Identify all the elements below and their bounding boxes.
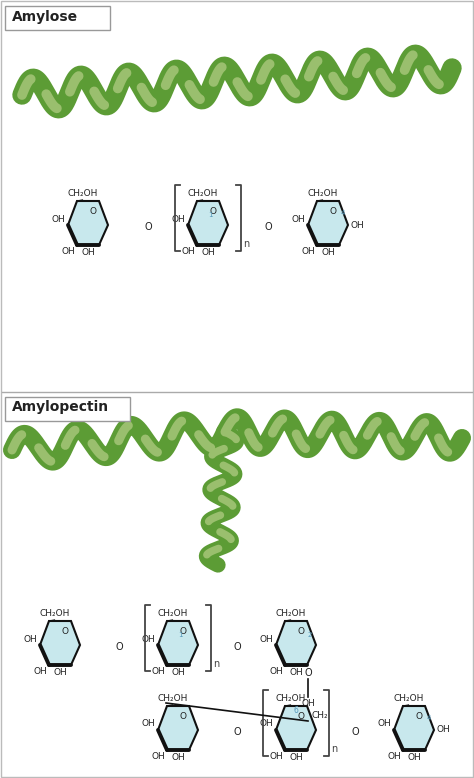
FancyBboxPatch shape bbox=[5, 397, 130, 421]
Text: CH₂OH: CH₂OH bbox=[157, 609, 188, 618]
Text: 4: 4 bbox=[427, 716, 431, 721]
Text: n: n bbox=[331, 744, 337, 754]
Text: O: O bbox=[298, 713, 304, 721]
Text: 4: 4 bbox=[341, 210, 345, 216]
Polygon shape bbox=[394, 706, 434, 750]
Text: OH: OH bbox=[151, 667, 165, 676]
Text: CH₂OH: CH₂OH bbox=[393, 694, 424, 703]
Text: OH: OH bbox=[33, 667, 47, 676]
Text: OH: OH bbox=[151, 752, 165, 761]
Text: O: O bbox=[90, 207, 97, 216]
Text: OH: OH bbox=[321, 248, 335, 257]
Text: CH₂: CH₂ bbox=[312, 710, 328, 720]
Text: OH: OH bbox=[53, 668, 67, 677]
Text: OH: OH bbox=[259, 720, 273, 728]
Text: OH: OH bbox=[171, 215, 185, 223]
Text: OH: OH bbox=[351, 220, 365, 230]
Text: O: O bbox=[115, 642, 123, 652]
Text: CH₂OH: CH₂OH bbox=[187, 189, 218, 198]
Text: OH: OH bbox=[201, 248, 215, 257]
Text: 6: 6 bbox=[293, 706, 298, 715]
Polygon shape bbox=[276, 706, 316, 750]
Text: O: O bbox=[416, 713, 422, 721]
Text: OH: OH bbox=[387, 752, 401, 761]
Text: OH: OH bbox=[407, 753, 421, 762]
Text: OH: OH bbox=[171, 753, 185, 762]
Text: OH: OH bbox=[81, 248, 95, 257]
Text: OH: OH bbox=[437, 726, 451, 734]
Text: O: O bbox=[180, 713, 186, 721]
Polygon shape bbox=[68, 201, 108, 245]
Text: OH: OH bbox=[377, 720, 391, 728]
Text: O: O bbox=[329, 207, 337, 216]
Text: O: O bbox=[144, 222, 152, 232]
Text: O: O bbox=[304, 668, 312, 678]
Text: OH: OH bbox=[23, 635, 37, 643]
Text: OH: OH bbox=[289, 753, 303, 762]
Text: O: O bbox=[233, 642, 241, 652]
Text: OH: OH bbox=[289, 668, 303, 677]
Text: n: n bbox=[213, 659, 219, 669]
Text: OH: OH bbox=[301, 247, 315, 256]
Text: 1: 1 bbox=[208, 212, 212, 218]
FancyBboxPatch shape bbox=[5, 6, 110, 30]
Polygon shape bbox=[308, 201, 348, 245]
Polygon shape bbox=[158, 706, 198, 750]
Text: O: O bbox=[180, 627, 186, 636]
Text: CH₂OH: CH₂OH bbox=[39, 609, 70, 618]
Text: OH: OH bbox=[269, 667, 283, 676]
Text: OH: OH bbox=[141, 635, 155, 643]
Text: CH₂OH: CH₂OH bbox=[157, 694, 188, 703]
Text: O: O bbox=[264, 222, 272, 232]
Text: OH: OH bbox=[269, 752, 283, 761]
Text: O: O bbox=[210, 207, 217, 216]
Text: OH: OH bbox=[61, 247, 75, 256]
Text: O: O bbox=[298, 627, 304, 636]
Text: OH: OH bbox=[51, 215, 65, 223]
Polygon shape bbox=[40, 621, 80, 665]
Text: OH: OH bbox=[171, 668, 185, 677]
Text: OH: OH bbox=[181, 247, 195, 256]
Text: Amylopectin: Amylopectin bbox=[12, 400, 109, 414]
Text: Amylose: Amylose bbox=[12, 10, 78, 24]
Text: O: O bbox=[351, 727, 359, 737]
Polygon shape bbox=[188, 201, 228, 245]
Text: OH: OH bbox=[259, 635, 273, 643]
Text: n: n bbox=[243, 239, 249, 249]
Text: CH₂OH: CH₂OH bbox=[275, 609, 306, 618]
Text: OH: OH bbox=[291, 215, 305, 223]
Text: 2: 2 bbox=[308, 632, 312, 638]
Text: O: O bbox=[62, 627, 69, 636]
Polygon shape bbox=[276, 621, 316, 665]
Text: CH₂OH: CH₂OH bbox=[307, 189, 337, 198]
Text: CH₂OH: CH₂OH bbox=[275, 694, 306, 703]
Text: CH₂OH: CH₂OH bbox=[67, 189, 98, 198]
Text: OH: OH bbox=[141, 720, 155, 728]
Text: OH: OH bbox=[301, 699, 315, 708]
Text: 1: 1 bbox=[178, 632, 182, 638]
Polygon shape bbox=[158, 621, 198, 665]
Text: O: O bbox=[233, 727, 241, 737]
